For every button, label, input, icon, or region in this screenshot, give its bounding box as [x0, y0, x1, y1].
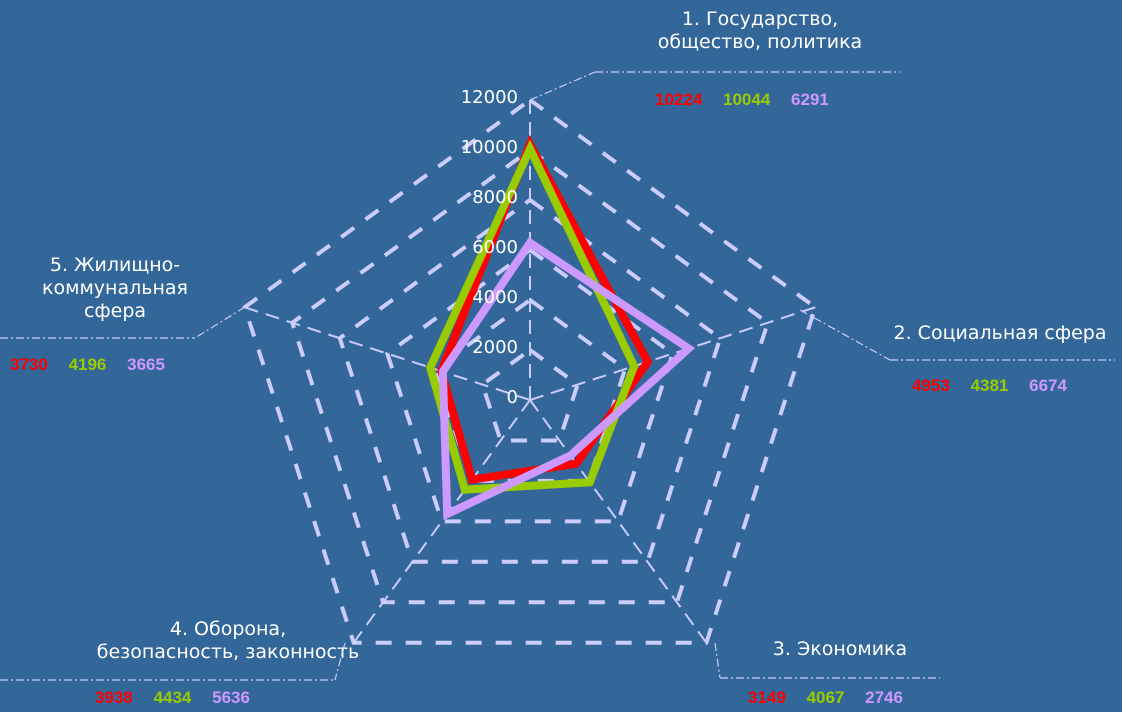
- axis-spoke: [352, 399, 531, 644]
- value-label-series-2: 4067: [806, 688, 845, 707]
- value-label-series-1: 3149: [748, 688, 786, 707]
- radial-tick-label: 10000: [460, 137, 518, 158]
- category-label-defense: 4. Оборона, безопасность, законность: [96, 618, 360, 663]
- value-label-series-3: 2746: [865, 688, 903, 707]
- axis-spoke: [529, 399, 708, 644]
- value-label-series-3: 3665: [127, 355, 165, 374]
- radial-tick-label: 12000: [460, 87, 518, 108]
- leader-connector: [529, 71, 596, 101]
- leader-lines: [0, 71, 1115, 681]
- series-layer: [425, 134, 696, 521]
- value-label-series-2: 10044: [723, 90, 771, 109]
- value-label-series-1: 3730: [10, 355, 48, 374]
- value-label-series-2: 4381: [970, 376, 1009, 395]
- radial-tick-label: 8000: [472, 187, 518, 208]
- category-values-economy: 3149 4067 2746: [748, 688, 903, 708]
- category-label-housing: 5. Жилищно- коммунальная сфера: [42, 254, 188, 322]
- series-3-line: [438, 237, 696, 521]
- leader-connector: [799, 309, 891, 361]
- leader-connector: [194, 306, 246, 339]
- category-label-gov: 1. Государство, общество, политика: [657, 8, 863, 53]
- category-values-social: 4953 4381 6674: [912, 376, 1067, 396]
- radar-grid: [242, 97, 818, 645]
- radial-tick-label: 0: [506, 387, 518, 408]
- value-label-series-3: 5636: [212, 688, 250, 707]
- grid-ring: [384, 247, 676, 524]
- value-label-series-3: 6291: [791, 90, 829, 109]
- value-label-series-2: 4434: [153, 688, 192, 707]
- value-label-series-2: 4196: [68, 355, 107, 374]
- value-label-series-1: 10224: [655, 90, 703, 109]
- radial-tick-label: 6000: [472, 237, 518, 258]
- grid-ring: [242, 97, 818, 645]
- series-2-line: [425, 139, 639, 494]
- category-values-defense: 3938 4434 5636: [95, 688, 250, 708]
- radial-tick-label: 4000: [472, 287, 518, 308]
- value-label-series-3: 6674: [1029, 376, 1067, 395]
- grid-ring: [480, 347, 580, 443]
- category-values-gov: 10224 10044 6291: [655, 90, 829, 110]
- radial-tick-label: 2000: [472, 337, 518, 358]
- axis-spoke: [244, 306, 531, 401]
- grid-ring: [289, 147, 771, 605]
- series-1-line: [437, 134, 653, 485]
- category-label-economy: 3. Экономика: [772, 638, 908, 660]
- leader-connector: [334, 642, 346, 681]
- value-label-series-1: 3938: [95, 688, 133, 707]
- category-values-housing: 3730 4196 3665: [10, 355, 165, 375]
- leader-connector: [714, 642, 721, 679]
- axis-spoke: [529, 306, 816, 401]
- grid-ring: [337, 197, 723, 564]
- value-label-series-1: 4953: [912, 376, 950, 395]
- category-label-social: 2. Социальная сфера: [893, 322, 1107, 344]
